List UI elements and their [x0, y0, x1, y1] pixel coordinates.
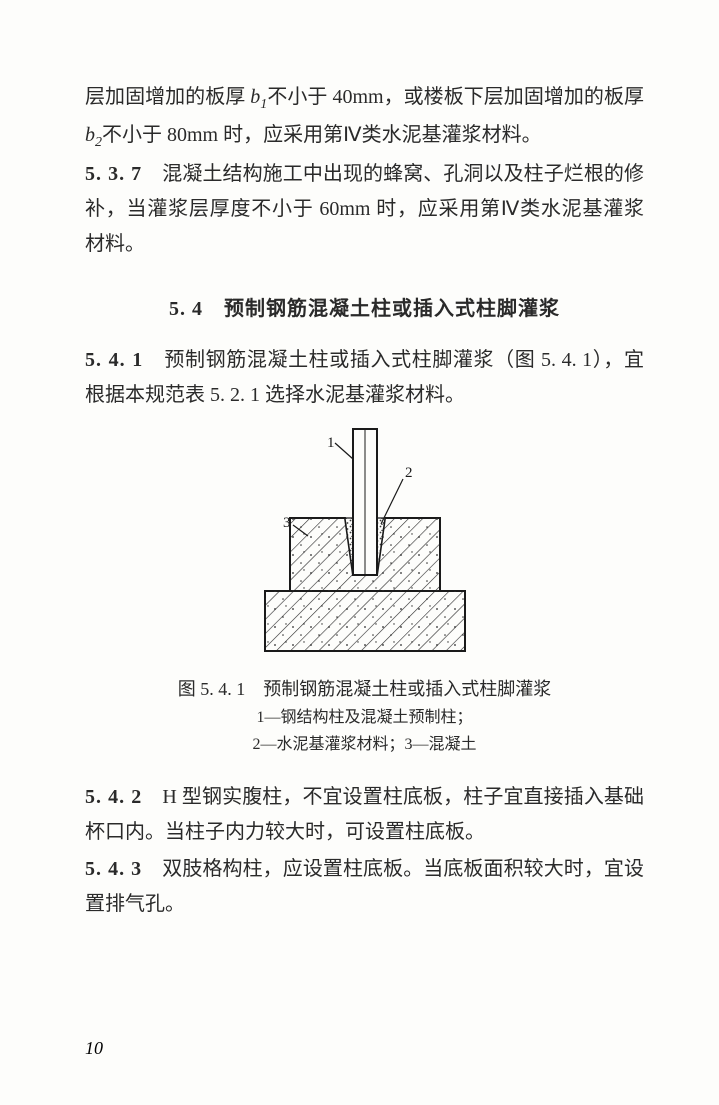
- clause-number: 5. 3. 7: [85, 163, 142, 185]
- column-foot-diagram: 1 2 3: [235, 423, 495, 663]
- clause-number: 5. 4. 3: [85, 858, 142, 880]
- text: 不小于 40mm，或楼板下层加固增加的板厚: [267, 86, 644, 108]
- sub-2: 2: [95, 135, 102, 150]
- text: 层加固增加的板厚: [85, 86, 250, 108]
- figure-legend-1: 1—钢结构柱及混凝土预制柱；: [85, 704, 644, 731]
- var-b2: b: [85, 124, 95, 146]
- clause-5-3-7: 5. 3. 7 混凝土结构施工中出现的蜂窝、孔洞以及柱子烂根的修补，当灌浆层厚度…: [85, 157, 644, 262]
- clause-number: 5. 4. 2: [85, 786, 142, 808]
- paragraph-continuation: 层加固增加的板厚 b1不小于 40mm，或楼板下层加固增加的板厚 b2不小于 8…: [85, 80, 644, 155]
- text: 不小于 80mm 时，应采用第Ⅳ类水泥基灌浆材料。: [102, 124, 542, 146]
- clause-text: H 型钢实腹柱，不宜设置柱底板，柱子宜直接插入基础杯口内。当柱子内力较大时，可设…: [85, 786, 644, 843]
- figure-5-4-1: 1 2 3: [85, 423, 644, 663]
- figure-legend-2: 2—水泥基灌浆材料；3—混凝土: [85, 731, 644, 758]
- svg-text:2: 2: [405, 465, 413, 481]
- clause-text: 预制钢筋混凝土柱或插入式柱脚灌浆（图 5. 4. 1），宜根据本规范表 5. 2…: [85, 349, 644, 406]
- clause-5-4-3: 5. 4. 3 双肢格构柱，应设置柱底板。当底板面积较大时，宜设置排气孔。: [85, 852, 644, 922]
- clause-number: 5. 4. 1: [85, 349, 143, 371]
- clause-text: 混凝土结构施工中出现的蜂窝、孔洞以及柱子烂根的修补，当灌浆层厚度不小于 60mm…: [85, 163, 644, 255]
- page-number: 10: [85, 1038, 103, 1059]
- clause-5-4-1: 5. 4. 1 预制钢筋混凝土柱或插入式柱脚灌浆（图 5. 4. 1），宜根据本…: [85, 343, 644, 413]
- section-5-4-title: 5. 4 预制钢筋混凝土柱或插入式柱脚灌浆: [85, 292, 644, 321]
- clause-5-4-2: 5. 4. 2 H 型钢实腹柱，不宜设置柱底板，柱子宜直接插入基础杯口内。当柱子…: [85, 780, 644, 850]
- figure-caption: 图 5. 4. 1 预制钢筋混凝土柱或插入式柱脚灌浆: [85, 675, 644, 704]
- var-b1: b: [250, 86, 260, 108]
- clause-text: 双肢格构柱，应设置柱底板。当底板面积较大时，宜设置排气孔。: [85, 858, 644, 915]
- svg-text:1: 1: [327, 435, 335, 451]
- svg-text:3: 3: [283, 515, 291, 531]
